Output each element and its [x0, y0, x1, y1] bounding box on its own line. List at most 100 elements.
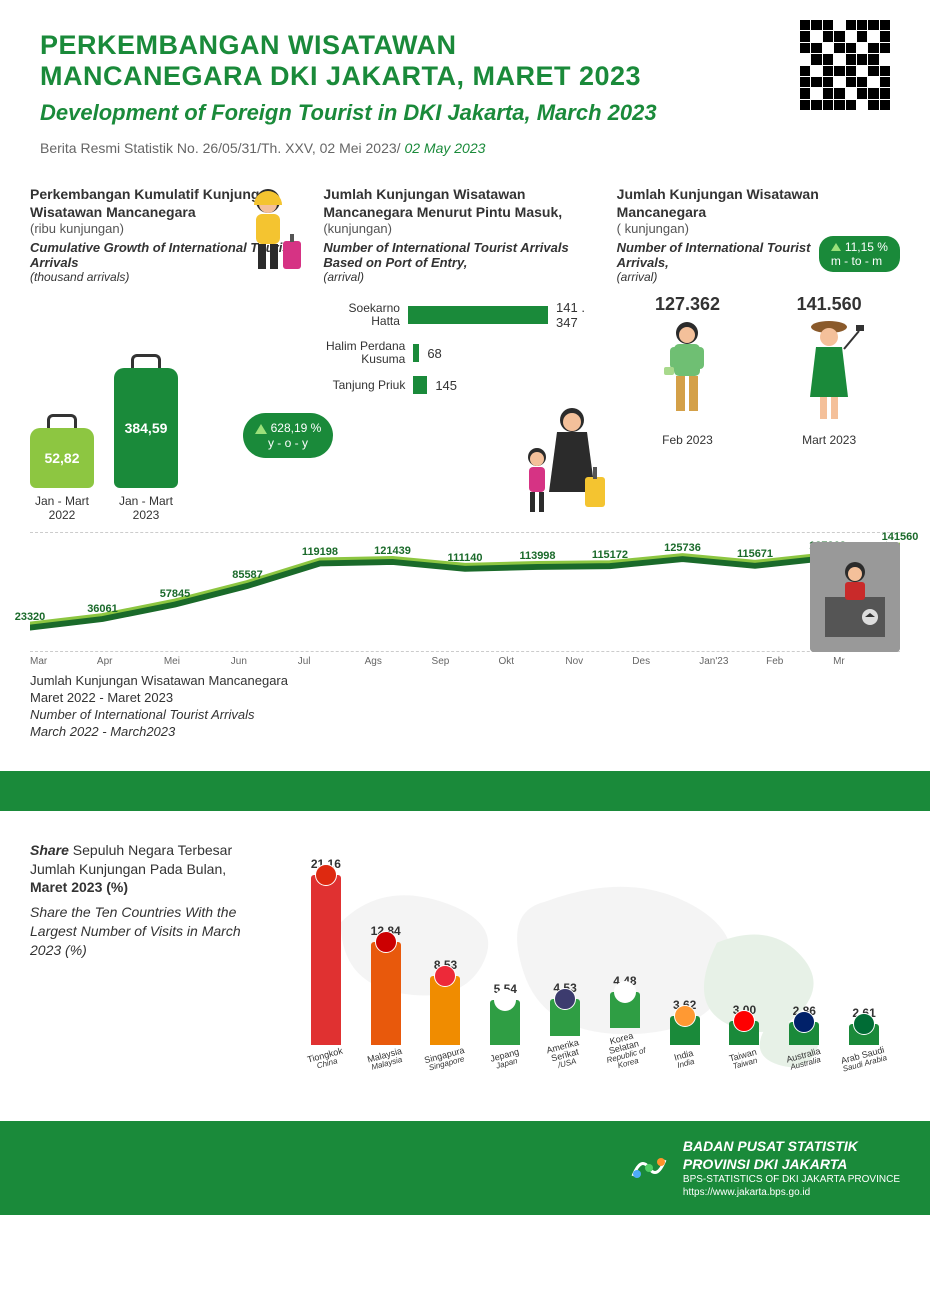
- header: PERKEMBANGAN WISATAWAN MANCANEGARA DKI J…: [0, 0, 930, 166]
- country-bar-shape: [490, 1000, 520, 1045]
- month-tick: Okt: [498, 656, 565, 667]
- line-chart-caption: Jumlah Kunjungan Wisatawan Mancanegara M…: [30, 673, 900, 741]
- page-title-id: PERKEMBANGAN WISATAWAN MANCANEGARA DKI J…: [40, 30, 890, 92]
- month-tick: Mar: [30, 656, 97, 667]
- country-bars-row: 21,16TiongkokChina12,84MalaysiaMalaysia8…: [290, 857, 900, 1071]
- month-tick: Jul: [298, 656, 365, 667]
- country-bar-shape: [729, 1021, 759, 1045]
- country-bar-shape: [610, 992, 640, 1028]
- month-tick: Apr: [97, 656, 164, 667]
- bps-logo-icon: [629, 1148, 669, 1188]
- up-triangle-icon: [255, 424, 267, 434]
- country-label: JepangJapan: [489, 1047, 522, 1071]
- ports-title-id: Jumlah Kunjungan Wisatawan Mancanegara M…: [323, 186, 606, 221]
- line-point-label: 85587: [232, 569, 263, 581]
- port-label: Soekarno Hatta: [323, 302, 408, 328]
- family-illustration-icon: [517, 402, 607, 532]
- country-label: MalaysiaMalaysia: [366, 1046, 405, 1072]
- line-point-label: 111140: [448, 552, 483, 564]
- country-bar-shape: [430, 976, 460, 1045]
- country-bar: 12,84MalaysiaMalaysia: [360, 924, 412, 1071]
- mtm-unit-en: (arrival): [617, 270, 819, 284]
- country-bar: 4,48Korea SelatanRepublic of Korea: [599, 974, 651, 1071]
- luggage-bar-2023: 384,59: [114, 368, 178, 488]
- country-label: SingapuraSingapore: [423, 1046, 467, 1073]
- cumulative-label-2023: Jan - Mart 2023: [114, 494, 178, 522]
- country-bar: 8,53SingapuraSingapore: [420, 958, 472, 1071]
- line-chart-x-axis: MarAprMeiJunJulAgsSepOktNovDesJan'23FebM…: [30, 656, 900, 667]
- month-tick: Mei: [164, 656, 231, 667]
- month-tick: Des: [632, 656, 699, 667]
- up-triangle-icon: [831, 243, 841, 251]
- port-row: Soekarno Hatta 141 . 347: [323, 300, 606, 330]
- country-bar: 4,53Amerika Serikat/USA: [539, 981, 591, 1070]
- feb-block: 127.362 Feb 2023: [652, 294, 722, 447]
- cumulative-bars: 52,82 384,59 628,19 % y - o - y: [30, 298, 313, 488]
- brs-line: Berita Resmi Statistik No. 26/05/31/Th. …: [40, 140, 890, 156]
- port-value: 68: [427, 346, 441, 361]
- country-bar-shape: [371, 942, 401, 1045]
- luggage-bar-2022: 52,82: [30, 428, 94, 488]
- month-tick: Feb: [766, 656, 833, 667]
- line-point-label: 36061: [87, 603, 118, 615]
- ports-unit-en: (arrival): [323, 270, 606, 284]
- line-point-label: 113998: [519, 550, 555, 562]
- line-point-label: 57845: [160, 588, 191, 600]
- flag-icon: [733, 1010, 755, 1032]
- cumulative-label-2022: Jan - Mart 2022: [30, 494, 94, 522]
- top-infographic-row: Perkembangan Kumulatif Kunjungan Wisataw…: [0, 166, 930, 532]
- line-point-label: 121439: [374, 545, 411, 557]
- podium-illustration-icon: [810, 542, 900, 652]
- line-point-label: 141560: [882, 531, 919, 543]
- flag-icon: [793, 1011, 815, 1033]
- flag-icon: [375, 931, 397, 953]
- line-point-label: 125736: [664, 542, 701, 554]
- country-bar: 21,16TiongkokChina: [300, 857, 352, 1071]
- country-label: AustraliaAustralia: [785, 1046, 823, 1071]
- port-bar: [408, 306, 548, 324]
- page-title-en: Development of Foreign Tourist in DKI Ja…: [40, 100, 890, 126]
- country-bar-shape: [789, 1022, 819, 1045]
- port-row: Tanjung Priuk 145: [323, 376, 606, 394]
- cumulative-value-2023: 384,59: [125, 420, 168, 436]
- mtm-section: Jumlah Kunjungan Wisatawan Mancanegara (…: [617, 186, 900, 522]
- port-bar: [413, 376, 427, 394]
- mar-value: 141.560: [794, 294, 864, 315]
- mtm-people-row: 127.362 Feb 2023: [617, 294, 900, 447]
- mar-label: Mart 2023: [794, 433, 864, 447]
- mtm-title-id: Jumlah Kunjungan Wisatawan Mancanegara: [617, 186, 900, 221]
- flag-icon: [614, 981, 636, 1003]
- flag-icon: [853, 1013, 875, 1035]
- country-label: TiongkokChina: [306, 1046, 345, 1072]
- flag-icon: [315, 864, 337, 886]
- share-chart: 21,16TiongkokChina12,84MalaysiaMalaysia8…: [290, 841, 900, 1101]
- country-label: TaiwanTaiwan: [729, 1047, 760, 1071]
- ports-unit-id: (kunjungan): [323, 221, 606, 236]
- mar-block: 141.560 Mart 2023: [794, 294, 864, 447]
- line-point-label: 23320: [15, 611, 46, 623]
- month-tick: Sep: [432, 656, 499, 667]
- flag-icon: [674, 1005, 696, 1027]
- flag-icon: [494, 989, 516, 1011]
- male-tourist-icon: [652, 319, 722, 429]
- share-caption: Share Sepuluh Negara Terbesar Jumlah Kun…: [30, 841, 270, 1101]
- port-value: 145: [435, 378, 457, 393]
- country-bar-shape: [849, 1024, 879, 1045]
- country-label: Korea SelatanRepublic of Korea: [595, 1028, 654, 1074]
- line-point-label: 115671: [737, 548, 773, 560]
- country-label: Arab SaudiSaudi Arabia: [840, 1045, 888, 1073]
- port-value: 141 . 347: [556, 300, 607, 330]
- country-bar-shape: [550, 999, 580, 1035]
- mtm-title-en: Number of International Tourist Arrivals…: [617, 240, 819, 270]
- country-bar: 5,54JepangJapan: [479, 982, 531, 1071]
- month-tick: Nov: [565, 656, 632, 667]
- share-section: Share Sepuluh Negara Terbesar Jumlah Kun…: [0, 811, 930, 1121]
- flag-icon: [554, 988, 576, 1010]
- country-label: Amerika Serikat/USA: [537, 1035, 594, 1074]
- line-point-label: 119198: [302, 546, 338, 558]
- month-tick: Mr: [833, 656, 900, 667]
- feb-label: Feb 2023: [652, 433, 722, 447]
- cumulative-value-2022: 52,82: [44, 450, 79, 466]
- ports-section: Jumlah Kunjungan Wisatawan Mancanegara M…: [323, 186, 606, 522]
- flag-icon: [434, 965, 456, 987]
